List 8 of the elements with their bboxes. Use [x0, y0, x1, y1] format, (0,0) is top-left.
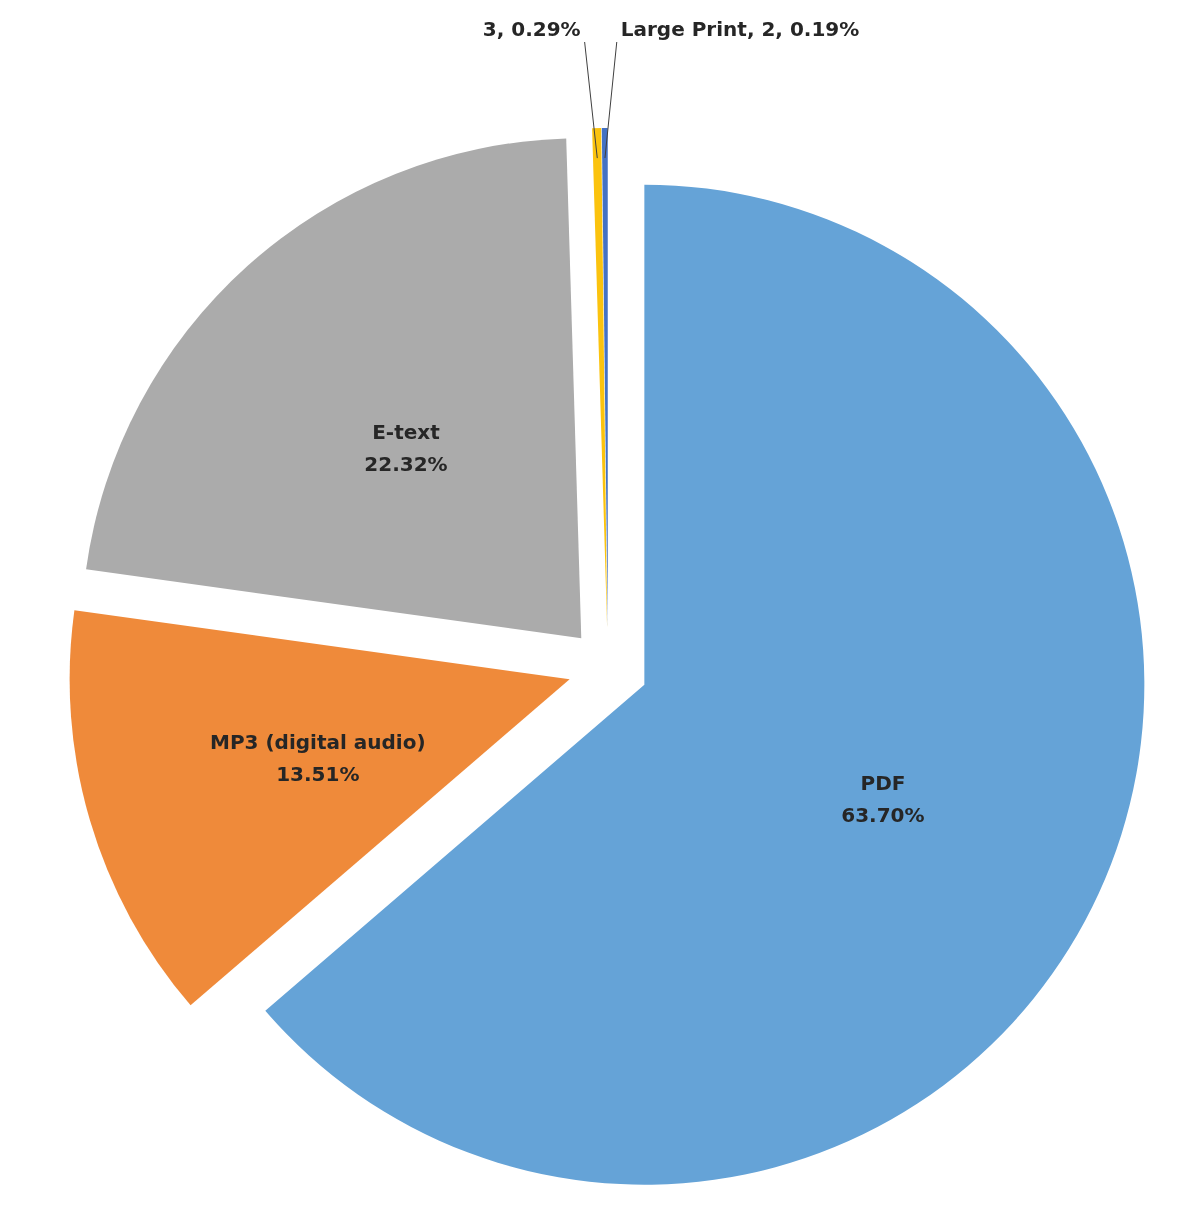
data-label: 22.32% [364, 451, 448, 476]
data-label: 13.51% [276, 762, 360, 787]
slice-label: E-text [372, 419, 441, 444]
data-label: 3, 0.29% [482, 17, 581, 41]
slice-label: MP3 (digital audio) [209, 730, 426, 755]
data-label: 63.70% [841, 803, 925, 828]
slice-label: PDF [860, 771, 906, 796]
slice-label: Large Print, 2, 0.19% [620, 17, 860, 41]
